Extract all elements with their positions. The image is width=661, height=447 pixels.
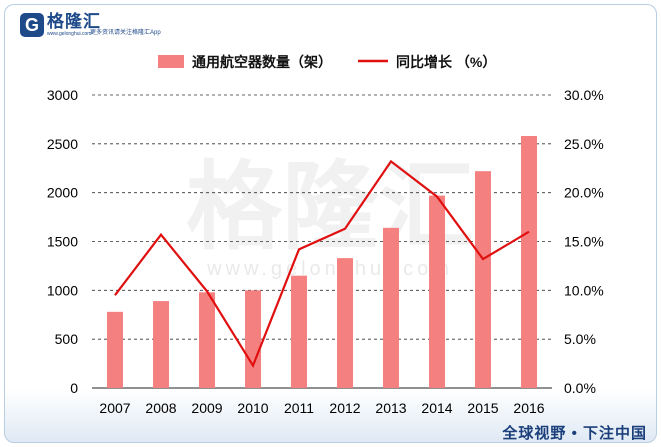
legend-swatch-bar (158, 55, 184, 68)
footer-slogan: 全球视野 • 下注中国 (502, 425, 647, 442)
left-axis-tick-label: 1000 (47, 282, 78, 298)
bar (337, 258, 353, 388)
left-axis-tick-label: 2500 (47, 136, 78, 152)
left-axis-tick-label: 500 (55, 331, 79, 347)
bar (291, 275, 307, 388)
bar (245, 290, 261, 388)
bar (521, 136, 537, 388)
gelonghui-logo: G 格隆汇 www.gelonghui.com (20, 13, 101, 43)
legend-label-line: 同比增长 （%） (396, 54, 496, 70)
x-axis-tick-label: 2008 (145, 400, 176, 416)
right-axis-tick-label: 5.0% (564, 331, 596, 347)
legend-label-bar: 通用航空器数量（架） (192, 54, 332, 70)
logo-mark-icon: G (20, 13, 44, 37)
left-axis-tick-label: 2000 (47, 185, 78, 201)
logo-url: www.gelonghui.com (47, 31, 92, 37)
bar (475, 171, 491, 388)
right-axis-tick-label: 15.0% (564, 234, 604, 250)
x-axis-tick-label: 2011 (284, 400, 314, 416)
x-axis-tick-label: 2012 (329, 400, 360, 416)
left-axis-tick-label: 1500 (47, 234, 78, 250)
right-axis-tick-label: 20.0% (564, 185, 604, 201)
watermark-text: 格隆汇 (186, 154, 474, 261)
bar (199, 292, 215, 388)
x-axis-tick-label: 2013 (375, 400, 406, 416)
bar (429, 195, 445, 388)
x-axis-tick-label: 2007 (99, 400, 130, 416)
watermark-url: www.gelonghui.com (206, 258, 453, 280)
left-axis-tick-label: 0 (70, 380, 78, 396)
x-axis-tick-label: 2016 (513, 400, 544, 416)
growth-line (114, 159, 530, 368)
x-axis-tick-label: 2009 (191, 400, 222, 416)
x-axis-tick-label: 2015 (467, 400, 498, 416)
bar (383, 227, 399, 388)
right-axis-tick-label: 0.0% (564, 380, 596, 396)
left-axis-tick-label: 3000 (47, 87, 78, 103)
bar (153, 301, 169, 388)
x-axis-tick-label: 2014 (421, 400, 452, 416)
right-axis-tick-label: 30.0% (564, 87, 604, 103)
right-axis-tick-label: 25.0% (564, 136, 604, 152)
logo-name: 格隆汇 (47, 12, 101, 31)
x-axis-tick-label: 2010 (237, 400, 268, 416)
logo-slogan: 更多资讯请关注格隆汇App (90, 30, 161, 36)
bar (107, 311, 123, 388)
right-axis-tick-label: 10.0% (564, 282, 604, 298)
